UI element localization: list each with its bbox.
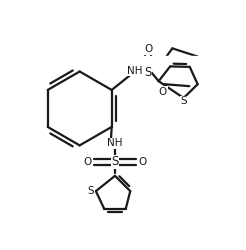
Text: O: O [144,44,152,54]
Text: NH: NH [107,138,122,148]
Text: O: O [84,157,92,167]
Bar [131,56,220,112]
Text: O: O [159,87,167,97]
Text: S: S [144,66,152,79]
Text: S: S [180,96,187,106]
Text: S: S [88,186,94,196]
Text: O: O [138,157,146,167]
Text: NH: NH [127,66,143,76]
Text: S: S [111,155,119,168]
